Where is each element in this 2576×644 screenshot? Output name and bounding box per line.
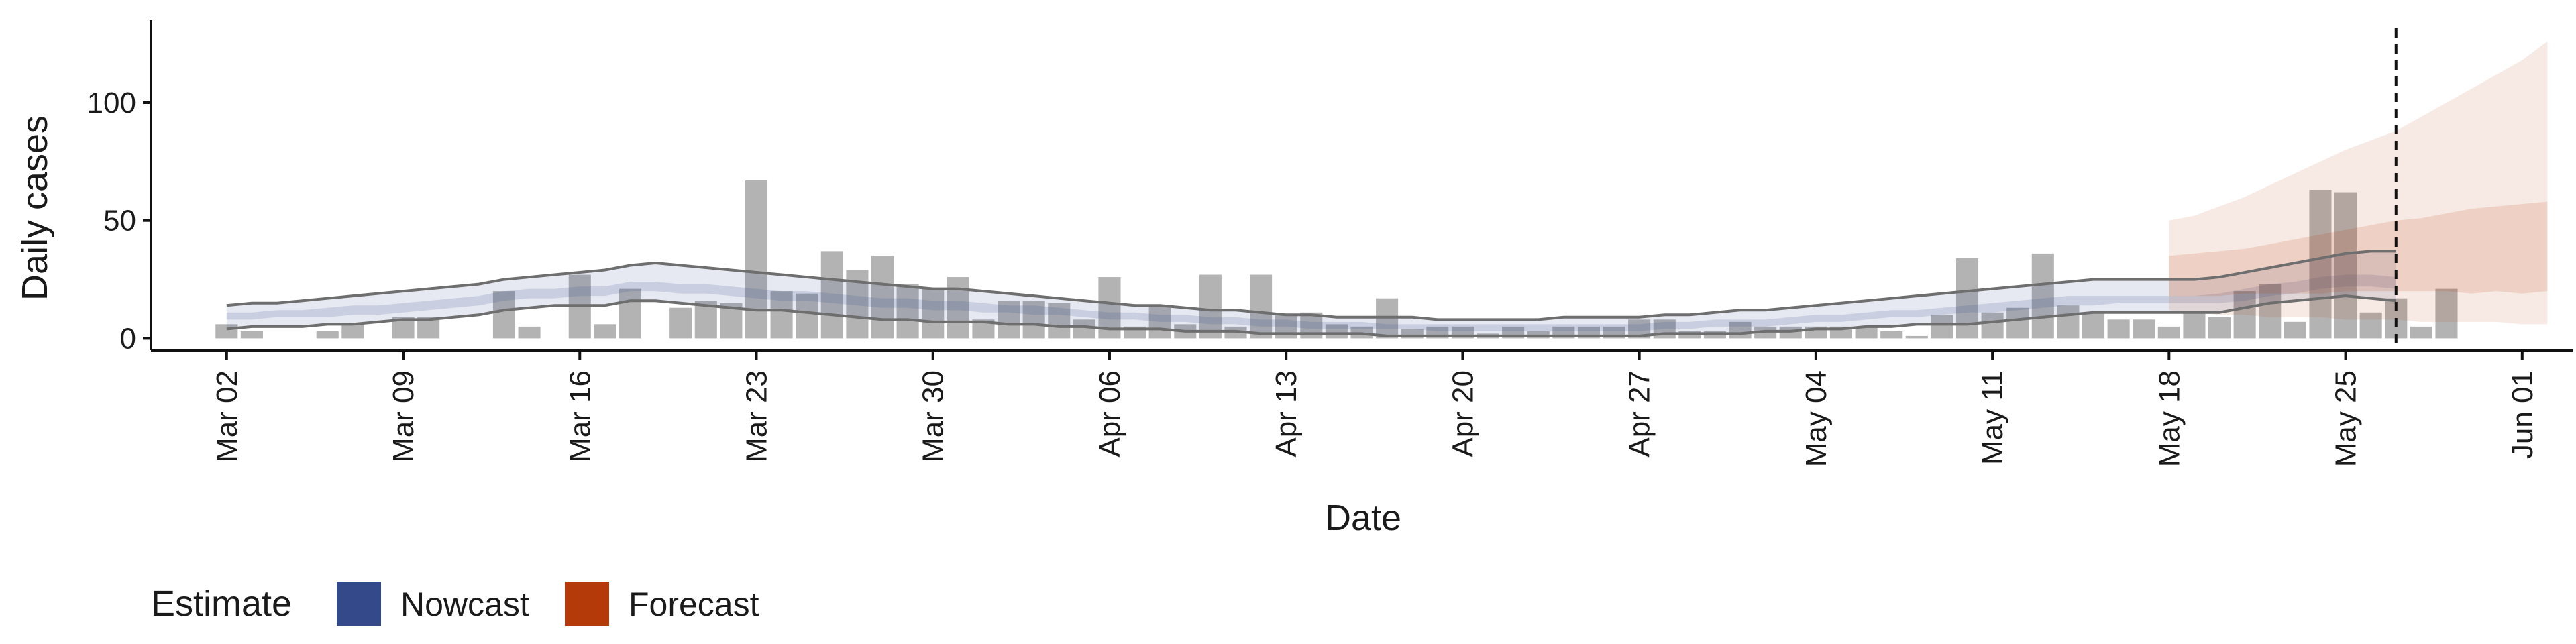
y-axis-title: Daily cases: [15, 115, 55, 301]
y-tick-label: 0: [120, 322, 136, 355]
case-bar: [2082, 312, 2105, 339]
case-bar: [240, 331, 263, 339]
case-bar: [2309, 190, 2332, 339]
nowcast-upper-line: [226, 250, 2396, 321]
case-bar: [2410, 326, 2432, 339]
case-bar: [1048, 303, 1071, 339]
x-tick-label: May 11: [1976, 370, 2009, 465]
x-tick-label: Jun 01: [2506, 370, 2539, 459]
nowcast-lower-line: [226, 294, 2396, 337]
y-tick-label: 50: [103, 205, 136, 237]
nowcast-band-90: [226, 251, 2396, 336]
case-bar: [1905, 335, 1928, 339]
case-bar: [997, 301, 1020, 339]
case-bar: [2133, 319, 2155, 339]
case-bar: [2157, 326, 2180, 339]
case-bar: [619, 288, 642, 339]
legend-swatch-forecast: [565, 582, 609, 626]
case-bar: [1880, 331, 1903, 339]
case-bar: [2006, 307, 2029, 339]
case-bar: [1855, 326, 1878, 339]
case-bar: [871, 256, 894, 339]
case-bar: [796, 293, 818, 339]
case-bar: [2057, 305, 2080, 339]
x-tick-label: Mar 09: [387, 370, 420, 462]
case-bar: [1250, 274, 1273, 339]
case-bar: [1981, 312, 2004, 339]
x-tick-label: Mar 16: [564, 370, 596, 462]
case-bar: [896, 284, 919, 339]
case-bar: [2233, 291, 2256, 339]
forecast-band-90: [2169, 41, 2548, 325]
nowcast-band-50: [226, 274, 2396, 331]
case-bar: [1931, 315, 1953, 339]
x-tick-label: Mar 30: [917, 370, 950, 462]
case-bar: [745, 180, 768, 339]
legend: Estimate Nowcast Forecast: [151, 582, 759, 626]
case-bar: [2435, 288, 2458, 339]
legend-title: Estimate: [151, 584, 292, 624]
case-bar: [492, 291, 516, 339]
x-tick-label: Apr 20: [1446, 370, 1479, 458]
x-axis-title: Date: [1325, 498, 1401, 538]
x-tick-label: Apr 06: [1093, 370, 1126, 458]
x-tick-label: Apr 27: [1623, 370, 1656, 458]
case-bar: [1073, 319, 1095, 339]
x-tick-label: Apr 13: [1270, 370, 1303, 458]
case-bar: [1148, 305, 1171, 339]
case-bar: [1729, 321, 1752, 339]
plot-area: 0 50 100 Mar 02 Mar 09 Mar 16 Mar 23 Mar 30 Apr …: [87, 20, 2573, 467]
case-bar: [1022, 301, 1045, 339]
case-bar: [518, 326, 541, 339]
legend-label-forecast: Forecast: [629, 586, 759, 623]
case-bar: [770, 291, 793, 339]
case-bar: [1199, 274, 1222, 339]
x-tick-label: May 04: [1800, 370, 1833, 467]
case-bar: [669, 307, 692, 339]
case-bar: [2183, 312, 2206, 339]
case-bar: [594, 324, 616, 339]
case-bar: [2334, 192, 2357, 339]
forecast-band-50: [2169, 201, 2548, 297]
case-bar: [947, 277, 969, 339]
case-bar: [2031, 253, 2054, 339]
case-bar: [922, 288, 945, 339]
x-tick-label: Mar 02: [211, 370, 244, 462]
case-bar: [316, 331, 339, 339]
legend-label-nowcast: Nowcast: [400, 586, 529, 623]
case-bar: [2259, 284, 2282, 339]
case-bar: [2107, 319, 2130, 339]
case-bar: [2359, 312, 2382, 339]
case-bar: [820, 251, 843, 339]
case-bar: [2208, 317, 2231, 339]
y-tick-label: 100: [87, 87, 136, 119]
x-tick-label: May 18: [2153, 370, 2186, 467]
case-bar: [341, 324, 364, 339]
legend-swatch-nowcast: [337, 582, 381, 626]
x-tick-label: May 25: [2330, 370, 2363, 467]
x-tick-label: Mar 23: [741, 370, 773, 462]
case-bar: [2284, 321, 2306, 339]
